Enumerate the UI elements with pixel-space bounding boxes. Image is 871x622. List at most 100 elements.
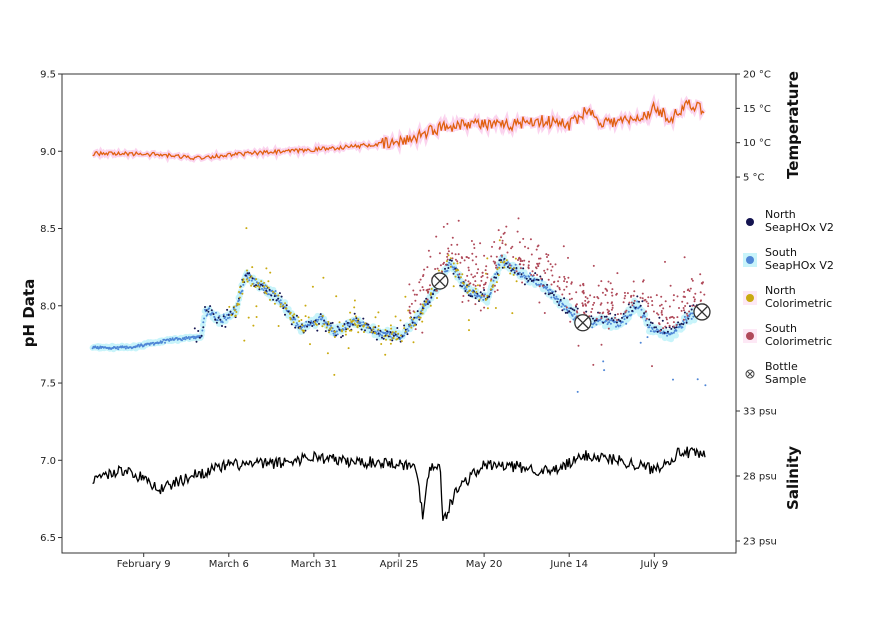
legend-label: Colorimetric	[765, 335, 832, 348]
south-colorimetric-point	[649, 296, 652, 299]
north-colorimetric-point	[372, 326, 375, 329]
south-seaphox-point	[646, 336, 649, 339]
north-seaphox-point	[377, 332, 380, 335]
south-seaphox-point	[659, 332, 662, 334]
north-colorimetric-point	[377, 311, 380, 314]
south-colorimetric-point	[616, 313, 619, 316]
north-colorimetric-point	[500, 261, 502, 264]
south-seaphox-point	[448, 261, 451, 264]
north-colorimetric-point	[236, 304, 239, 307]
south-colorimetric-point	[427, 249, 430, 252]
north-seaphox-point	[200, 334, 203, 337]
south-colorimetric-point	[538, 285, 541, 288]
north-colorimetric-point	[475, 291, 478, 293]
south-colorimetric-point	[582, 283, 584, 286]
north-colorimetric-point	[238, 296, 241, 299]
north-seaphox-point	[323, 319, 326, 322]
south-colorimetric-point	[689, 287, 692, 290]
south-colorimetric-point	[615, 292, 618, 295]
south-colorimetric-point	[641, 297, 644, 300]
south-colorimetric-point	[459, 261, 462, 264]
south-colorimetric-point	[680, 309, 683, 312]
south-seaphox-point	[206, 313, 209, 316]
south-colorimetric-point	[538, 262, 541, 265]
north-colorimetric-point	[250, 275, 253, 278]
north-colorimetric-point	[309, 343, 311, 346]
north-seaphox-point	[193, 327, 196, 330]
south-seaphox-point	[666, 334, 669, 337]
south-seaphox-point	[480, 296, 483, 299]
south-colorimetric-point	[661, 313, 664, 316]
south-colorimetric-point	[688, 310, 691, 313]
south-colorimetric-point	[506, 251, 509, 254]
south-colorimetric-point	[538, 301, 541, 304]
north-seaphox-point	[506, 266, 509, 268]
north-seaphox-point	[464, 290, 467, 292]
south-colorimetric-point	[421, 331, 424, 334]
south-colorimetric-point	[408, 305, 411, 308]
north-seaphox-point	[202, 326, 205, 329]
south-seaphox-point	[226, 317, 229, 320]
north-seaphox-point	[282, 307, 285, 310]
south-colorimetric-point	[664, 300, 667, 303]
north-colorimetric-point	[346, 327, 349, 330]
north-colorimetric-point	[239, 286, 242, 289]
south-seaphox-point	[304, 324, 307, 327]
south-seaphox-point	[408, 325, 411, 328]
south-seaphox-point	[192, 337, 195, 340]
south-seaphox-point	[312, 322, 314, 325]
south-seaphox-point	[606, 323, 609, 326]
north-seaphox-point	[413, 316, 416, 319]
south-seaphox-point	[625, 322, 628, 325]
south-seaphox-point	[329, 324, 332, 327]
north-colorimetric-point	[509, 266, 512, 269]
north-seaphox-point	[346, 321, 349, 324]
north-colorimetric-point	[248, 276, 251, 279]
north-colorimetric-point	[327, 323, 330, 325]
south-colorimetric-point	[686, 314, 689, 317]
north-seaphox-point	[360, 328, 363, 331]
north-colorimetric-point	[412, 318, 415, 321]
south-colorimetric-point	[579, 284, 582, 287]
north-colorimetric-point	[349, 311, 352, 314]
north-seaphox-point	[498, 259, 501, 262]
south-colorimetric-point	[547, 278, 550, 281]
south-colorimetric-point	[501, 242, 504, 245]
north-seaphox-point	[358, 325, 361, 327]
south-seaphox-point	[544, 285, 547, 288]
south-colorimetric-point	[451, 236, 454, 239]
south-colorimetric-point	[699, 273, 702, 276]
south-colorimetric-point	[468, 282, 471, 285]
south-seaphox-point	[216, 319, 219, 322]
north-seaphox-point	[307, 320, 310, 323]
legend-label: Colorimetric	[765, 297, 832, 310]
north-colorimetric-point	[307, 316, 310, 319]
north-seaphox-point	[546, 283, 549, 286]
south-colorimetric-point	[505, 225, 508, 228]
south-colorimetric-point	[565, 285, 568, 288]
north-seaphox-point	[403, 324, 406, 327]
south-seaphox-point	[675, 329, 678, 332]
north-seaphox-point	[634, 306, 637, 309]
legend-marker	[746, 256, 754, 264]
south-colorimetric-point	[676, 295, 679, 298]
south-colorimetric-point	[480, 279, 483, 282]
north-colorimetric-point	[377, 328, 380, 331]
south-colorimetric-point	[676, 316, 679, 319]
south-colorimetric-point	[443, 261, 445, 264]
north-colorimetric-point	[421, 312, 424, 315]
north-colorimetric-point	[498, 266, 501, 269]
north-colorimetric-point	[429, 304, 432, 307]
south-colorimetric-point	[435, 235, 438, 238]
south-colorimetric-point	[495, 255, 498, 258]
north-seaphox-point	[212, 313, 215, 316]
north-seaphox-point	[260, 283, 263, 286]
north-seaphox-point	[658, 316, 661, 319]
south-colorimetric-point	[518, 241, 521, 244]
south-seaphox-point	[661, 332, 664, 335]
south-seaphox-halo	[673, 332, 679, 339]
north-colorimetric-point	[252, 324, 255, 327]
